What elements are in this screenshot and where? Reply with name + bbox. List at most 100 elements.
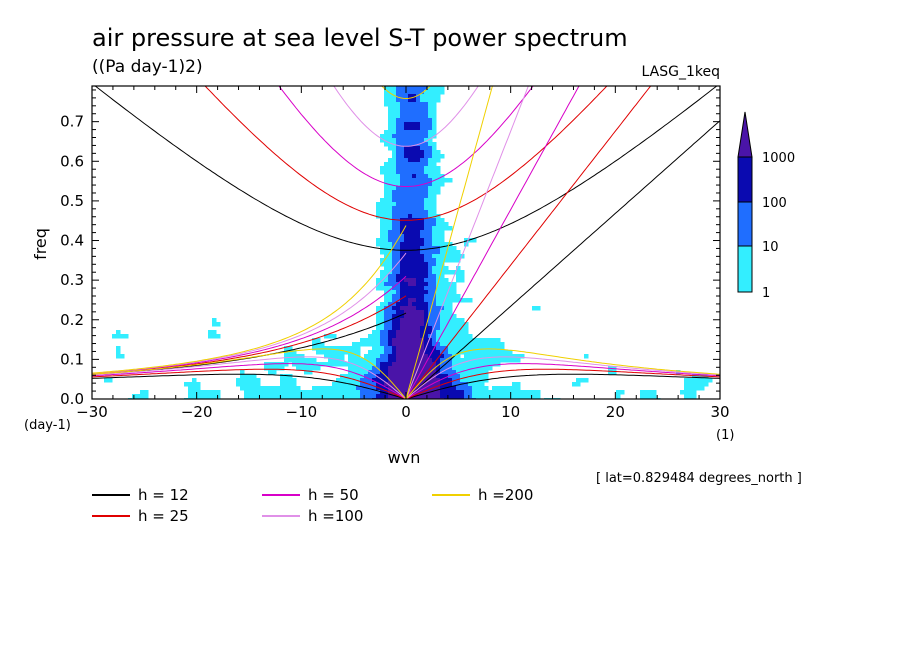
contour-cell	[352, 342, 357, 347]
contour-cell	[480, 354, 485, 359]
contour-cell	[456, 386, 461, 391]
contour-cell	[256, 382, 261, 387]
contour-cell	[448, 250, 453, 255]
contour-cell	[416, 334, 421, 339]
contour-cell	[424, 362, 429, 367]
contour-cell	[392, 114, 397, 119]
contour-cell	[428, 146, 433, 151]
contour-cell	[380, 330, 385, 335]
contour-cell	[376, 326, 381, 331]
contour-cell	[432, 394, 437, 399]
contour-cell	[376, 242, 381, 247]
contour-cell	[380, 258, 385, 263]
contour-cell	[652, 394, 657, 399]
contour-cell	[380, 206, 385, 211]
contour-cell	[396, 286, 401, 291]
contour-cell	[380, 226, 385, 231]
contour-cell	[424, 330, 429, 335]
contour-cell	[412, 254, 417, 259]
contour-cell	[268, 366, 273, 371]
contour-cell	[284, 386, 289, 391]
contour-cell	[484, 358, 489, 363]
contour-cell	[420, 134, 425, 139]
contour-cell	[500, 358, 505, 363]
contour-cell	[408, 258, 413, 263]
contour-cell	[448, 390, 453, 395]
contour-cell	[324, 390, 329, 395]
contour-cell	[620, 390, 625, 395]
contour-cell	[472, 394, 477, 399]
contour-cell	[396, 134, 401, 139]
colorbar-level-label: 10	[762, 240, 779, 255]
y-tick-label: 0.7	[60, 113, 84, 131]
colorbar-level-label: 1	[762, 286, 770, 301]
contour-cell	[420, 86, 425, 91]
contour-cell	[360, 358, 365, 363]
contour-cell	[420, 178, 425, 183]
contour-cell	[436, 342, 441, 347]
contour-cell	[432, 106, 437, 111]
contour-cell	[640, 390, 645, 395]
contour-cell	[288, 350, 293, 355]
contour-cell	[308, 370, 313, 375]
contour-cell	[424, 262, 429, 267]
contour-cell	[444, 298, 449, 303]
contour-cell	[376, 346, 381, 351]
contour-cell	[444, 338, 449, 343]
contour-cell	[460, 378, 465, 383]
contour-cell	[416, 318, 421, 323]
contour-cell	[384, 166, 389, 171]
contour-cell	[404, 298, 409, 303]
contour-cell	[244, 394, 249, 399]
contour-cell	[388, 210, 393, 215]
contour-cell	[392, 134, 397, 139]
contour-cell	[388, 266, 393, 271]
contour-cell	[448, 286, 453, 291]
contour-cell	[404, 194, 409, 199]
contour-cell	[336, 346, 341, 351]
contour-cell	[256, 378, 261, 383]
contour-cell	[472, 346, 477, 351]
contour-cell	[376, 214, 381, 219]
contour-cell	[400, 202, 405, 207]
contour-cell	[452, 374, 457, 379]
contour-cell	[444, 330, 449, 335]
contour-cell	[416, 278, 421, 283]
contour-cell	[396, 354, 401, 359]
contour-cell	[376, 330, 381, 335]
contour-cell	[440, 278, 445, 283]
contour-cell	[392, 190, 397, 195]
contour-cell	[388, 114, 393, 119]
contour-cell	[392, 274, 397, 279]
contour-cell	[500, 354, 505, 359]
contour-cell	[488, 358, 493, 363]
contour-cell	[424, 190, 429, 195]
contour-cell	[368, 350, 373, 355]
contour-cell	[428, 182, 433, 187]
contour-cell	[428, 238, 433, 243]
contour-cell	[408, 190, 413, 195]
contour-cell	[412, 242, 417, 247]
contour-cell	[356, 374, 361, 379]
contour-cell	[356, 378, 361, 383]
y-tick-label: 0.1	[60, 350, 84, 368]
contour-cell	[508, 386, 513, 391]
contour-cell	[424, 222, 429, 227]
contour-cell	[268, 394, 273, 399]
contour-cell	[520, 354, 525, 359]
contour-cell	[492, 354, 497, 359]
contour-cell	[432, 310, 437, 315]
contour-cell	[284, 378, 289, 383]
contour-cell	[444, 326, 449, 331]
contour-cell	[460, 330, 465, 335]
contour-cell	[404, 238, 409, 243]
contour-cell	[384, 354, 389, 359]
contour-cell	[396, 86, 401, 91]
contour-cell	[464, 322, 469, 327]
contour-cell	[424, 122, 429, 127]
contour-cell	[380, 238, 385, 243]
contour-cell	[448, 322, 453, 327]
contour-cell	[392, 214, 397, 219]
contour-cell	[388, 350, 393, 355]
contour-cell	[432, 358, 437, 363]
